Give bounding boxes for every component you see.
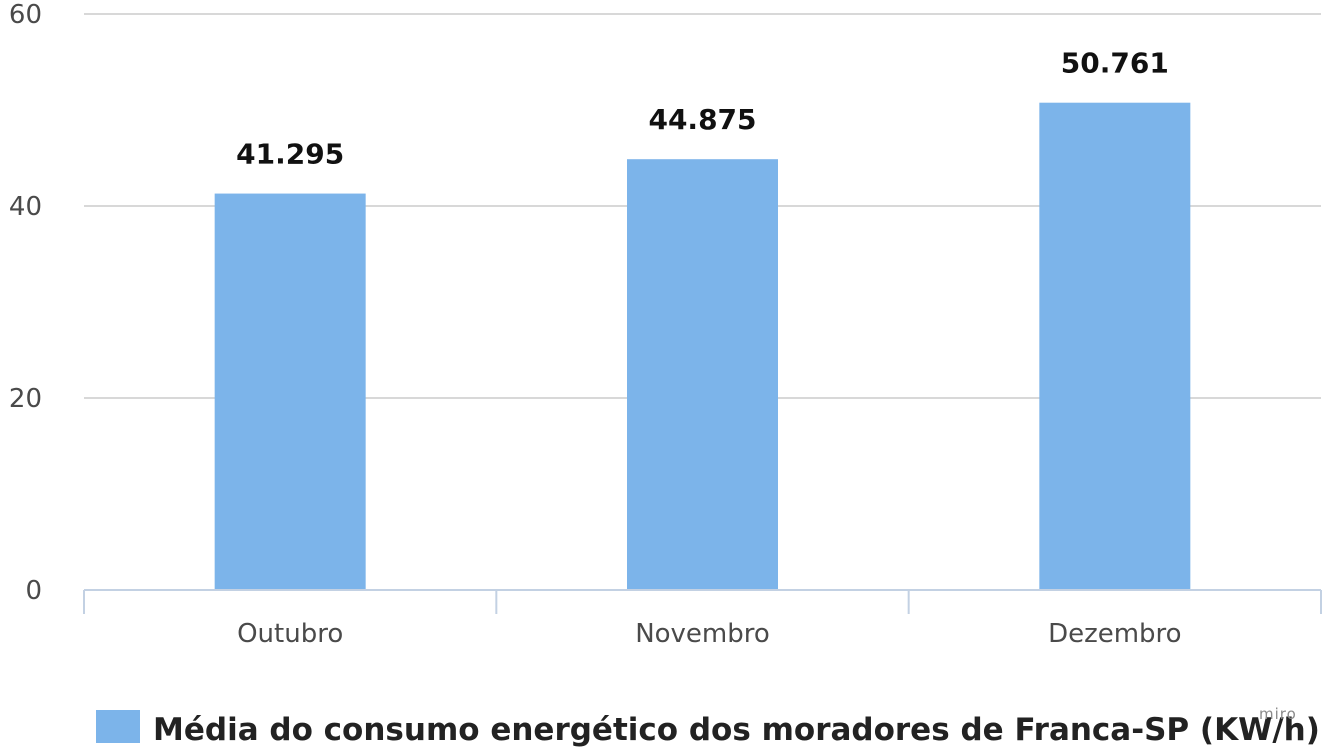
data-label: 44.875 — [648, 103, 756, 136]
bar-outubro[interactable] — [214, 193, 366, 590]
y-axis-tick-labels: 0 20 40 60 — [9, 0, 42, 606]
data-label: 50.761 — [1061, 47, 1169, 80]
bars — [214, 102, 1191, 590]
legend[interactable]: Média do consumo energético dos moradore… — [96, 710, 1320, 748]
x-tick-label: Novembro — [635, 619, 770, 649]
bar-novembro[interactable] — [627, 159, 778, 590]
data-label: 41.295 — [236, 138, 344, 171]
legend-swatch — [96, 710, 140, 743]
y-tick-label: 20 — [9, 384, 42, 414]
x-tick-label: Dezembro — [1048, 619, 1182, 649]
y-tick-label: 40 — [9, 192, 42, 222]
legend-label: Média do consumo energético dos moradore… — [153, 712, 1320, 748]
x-tick-label: Outubro — [237, 619, 343, 649]
x-axis: Outubro Novembro Dezembro — [83, 589, 1322, 649]
data-labels: 41.295 44.875 50.761 — [236, 47, 1169, 171]
y-tick-label: 60 — [9, 0, 42, 30]
miro-watermark: miro — [1259, 705, 1297, 723]
y-tick-label: 0 — [25, 576, 42, 606]
bar-dezembro[interactable] — [1039, 102, 1191, 590]
